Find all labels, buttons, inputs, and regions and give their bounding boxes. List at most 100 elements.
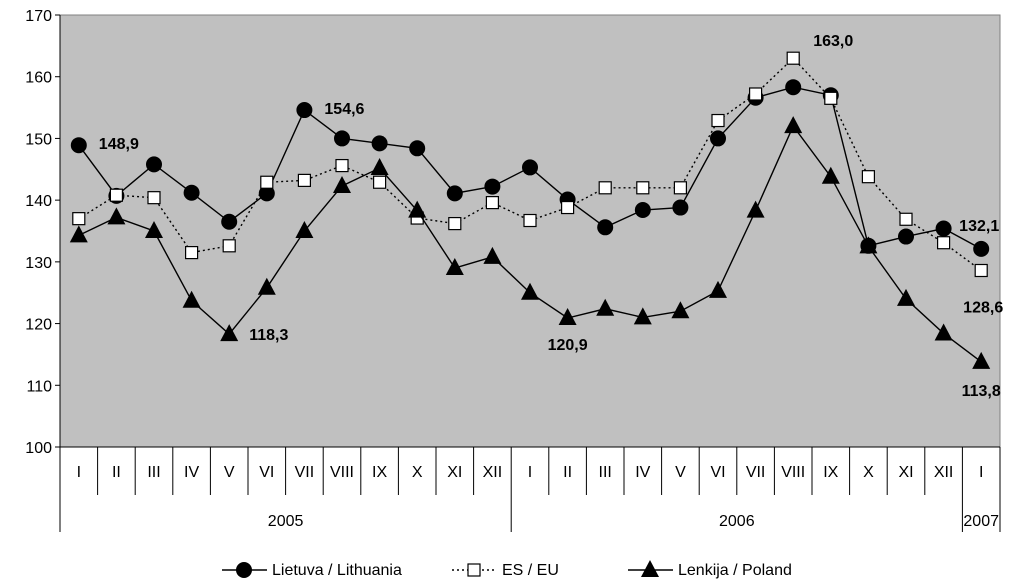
data-point — [297, 173, 311, 187]
data-point — [183, 184, 200, 201]
data-point — [710, 130, 726, 147]
data-point — [824, 91, 838, 105]
legend-item-0: Lietuva / Lithuania — [222, 562, 402, 579]
data-label: 163,0 — [813, 33, 853, 50]
y-tick-label: 120 — [25, 317, 52, 334]
data-point — [672, 199, 689, 216]
data-point — [408, 200, 427, 218]
data-point — [370, 158, 389, 176]
legend-marker — [467, 563, 481, 577]
data-point — [334, 130, 350, 147]
x-tick-label: XII — [483, 464, 503, 481]
data-point — [484, 178, 501, 195]
data-point — [335, 158, 349, 173]
data-point — [972, 351, 991, 369]
data-point — [107, 207, 126, 225]
data-point — [936, 236, 951, 250]
data-point — [935, 220, 952, 237]
x-tick-label: VII — [295, 464, 315, 481]
data-point — [859, 236, 878, 254]
x-tick-label: VI — [710, 464, 725, 481]
data-point — [483, 246, 502, 264]
x-tick-label: VII — [746, 464, 766, 481]
data-point — [295, 221, 314, 238]
plot-area — [60, 15, 1000, 447]
x-year-label: 2007 — [963, 513, 999, 530]
data-point — [709, 280, 727, 298]
y-tick-label: 100 — [25, 440, 52, 457]
series-1 — [72, 51, 988, 278]
x-tick-label: VIII — [781, 464, 805, 481]
data-point — [597, 219, 614, 236]
data-point — [636, 181, 650, 195]
data-point — [897, 288, 915, 306]
y-tick-label: 130 — [25, 255, 52, 272]
x-tick-label: I — [979, 464, 983, 481]
x-tick-label: III — [599, 464, 612, 481]
legend-label: ES / EU — [502, 562, 559, 579]
x-tick-label: I — [77, 464, 81, 481]
data-point — [222, 239, 236, 253]
data-point — [69, 225, 88, 243]
data-label: 120,9 — [548, 337, 588, 354]
data-point — [711, 113, 725, 128]
data-label: 118,3 — [249, 327, 288, 344]
series-2 — [69, 116, 991, 369]
data-point — [72, 212, 86, 226]
y-tick-label: 170 — [25, 8, 52, 25]
x-tick-label: VIII — [330, 464, 354, 481]
x-year-label: 2006 — [719, 513, 755, 530]
data-point — [861, 170, 876, 184]
data-point — [634, 202, 651, 219]
data-point — [220, 324, 239, 342]
data-point — [445, 258, 464, 276]
data-point — [221, 213, 238, 230]
data-point — [673, 181, 688, 195]
x-tick-label: VI — [259, 464, 274, 481]
data-label: 132,1 — [959, 218, 999, 235]
data-point — [973, 240, 990, 257]
legend-label: Lietuva / Lithuania — [272, 562, 402, 579]
data-point — [974, 263, 988, 278]
data-point — [409, 140, 426, 157]
x-tick-label: IV — [635, 464, 650, 481]
x-tick-label: I — [528, 464, 532, 481]
data-point — [784, 116, 803, 134]
x-tick-label: IX — [823, 464, 838, 481]
data-point — [146, 156, 162, 173]
data-point — [182, 290, 201, 308]
data-point — [521, 282, 539, 300]
x-year-label: 2005 — [268, 513, 304, 530]
legend-item-2: Lenkija / Poland — [628, 560, 792, 579]
x-tick-label: V — [224, 464, 235, 481]
data-point — [785, 79, 802, 96]
data-point — [147, 191, 161, 205]
data-label: 148,9 — [99, 136, 139, 153]
data-point — [523, 213, 537, 228]
data-point — [671, 301, 690, 319]
data-point — [633, 307, 652, 325]
y-tick-label: 110 — [26, 378, 52, 395]
x-tick-label: III — [147, 464, 160, 481]
data-point — [934, 323, 953, 341]
data-point — [258, 185, 275, 202]
data-point — [746, 200, 765, 218]
data-point — [821, 166, 840, 184]
data-point — [185, 246, 199, 260]
legend-label: Lenkija / Poland — [678, 562, 792, 579]
data-point — [598, 181, 612, 195]
data-label: 128,6 — [963, 299, 1003, 316]
data-point — [333, 175, 351, 193]
data-label: 154,6 — [324, 101, 364, 118]
data-point — [109, 188, 124, 202]
data-point — [446, 185, 463, 202]
x-tick-label: V — [675, 464, 686, 481]
data-point — [70, 137, 87, 154]
x-tick-label: XI — [447, 464, 462, 481]
data-point — [145, 221, 163, 238]
data-point — [448, 216, 462, 231]
data-point — [899, 212, 913, 226]
legend: Lietuva / Lithuania ES / EU Lenkija / Pola… — [222, 560, 792, 579]
x-tick-label: IX — [372, 464, 387, 481]
